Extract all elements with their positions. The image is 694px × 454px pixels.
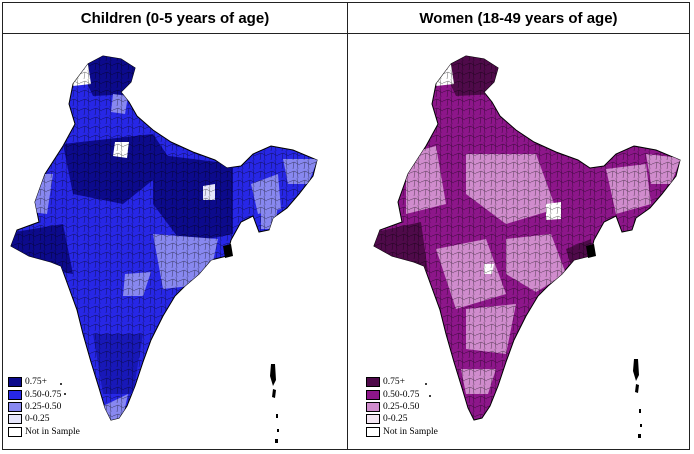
women-india-map — [373, 55, 681, 438]
legend-label: 0-0.25 — [383, 414, 408, 425]
legend-label: 0.25-0.50 — [383, 401, 420, 412]
children-legend-item: 0.25-0.50 — [8, 401, 128, 413]
legend-label: 0-0.25 — [25, 414, 50, 425]
women-legend-item: 0.50-0.75 — [366, 388, 486, 400]
women-legend-item: 0-0.25 — [366, 413, 486, 425]
women-legend-item: 0.75+ — [366, 376, 486, 388]
children-island-marks — [60, 364, 279, 443]
legend-swatch — [8, 414, 22, 425]
women-legend-item: Not in Sample — [366, 426, 486, 438]
legend-label: Not in Sample — [383, 426, 438, 437]
legend-swatch — [366, 377, 380, 388]
legend-label: 0.75+ — [383, 377, 405, 388]
legend-swatch — [8, 389, 22, 400]
children-panel: Children (0-5 years of age) — [3, 3, 348, 449]
legend-label: Not in Sample — [25, 426, 80, 437]
children-legend-item: 0-0.25 — [8, 413, 128, 425]
women-legend-item: 0.25-0.50 — [366, 401, 486, 413]
figure-frame: Children (0-5 years of age) — [2, 2, 690, 450]
legend-swatch — [366, 414, 380, 425]
legend-swatch — [366, 401, 380, 412]
children-india-map — [10, 55, 318, 443]
legend-swatch — [366, 389, 380, 400]
children-legend-item: 0.50-0.75 — [8, 388, 128, 400]
legend-label: 0.75+ — [25, 377, 47, 388]
women-sundarbans-mark — [586, 244, 596, 258]
legend-swatch — [8, 377, 22, 388]
children-legend: 0.75+ 0.50-0.75 0.25-0.50 0-0.25 Not in … — [8, 376, 128, 438]
children-legend-item: Not in Sample — [8, 426, 128, 438]
children-sundarbans-mark — [223, 244, 233, 258]
legend-label: 0.25-0.50 — [25, 401, 62, 412]
legend-label: 0.50-0.75 — [383, 389, 420, 400]
women-legend: 0.75+ 0.50-0.75 0.25-0.50 0-0.25 Not in … — [366, 376, 486, 438]
women-panel-title: Women (18-49 years of age) — [348, 3, 689, 34]
women-island-marks — [425, 359, 642, 438]
legend-swatch — [8, 401, 22, 412]
legend-label: 0.50-0.75 — [25, 389, 62, 400]
legend-swatch — [8, 426, 22, 437]
legend-swatch — [366, 426, 380, 437]
children-legend-item: 0.75+ — [8, 376, 128, 388]
women-panel: Women (18-49 years of age) — [348, 3, 689, 449]
children-panel-title: Children (0-5 years of age) — [3, 3, 347, 34]
